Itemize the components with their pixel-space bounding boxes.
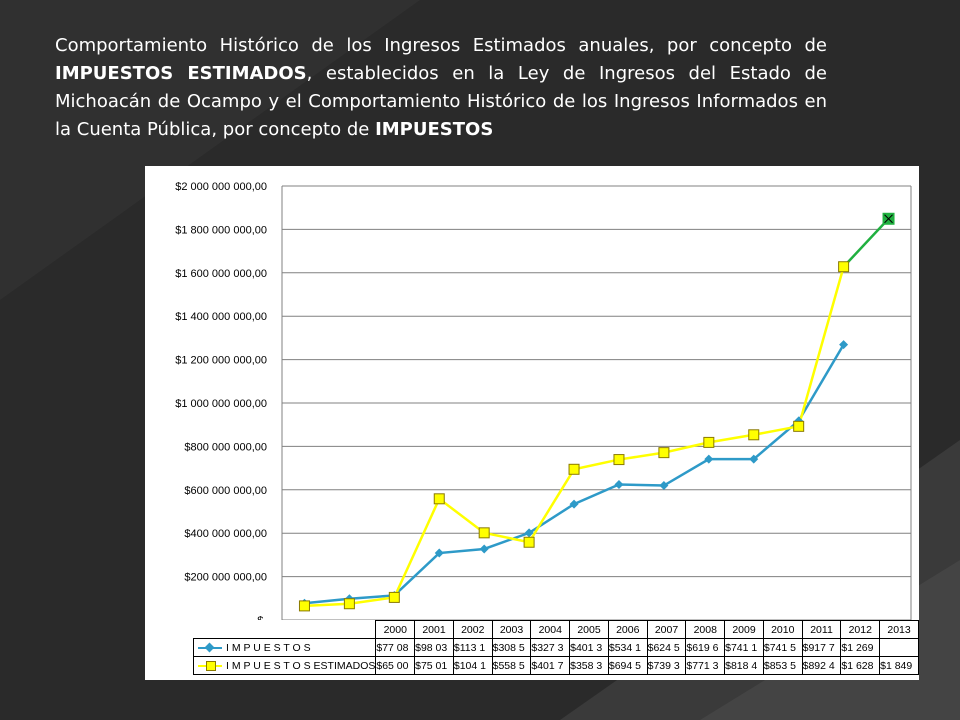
table-year-cell: 2000 [375, 620, 416, 639]
data-point-estimados [658, 447, 670, 459]
y-tick-label: $600 000 000,00 [184, 485, 267, 497]
data-point-impuestos [749, 454, 759, 464]
page-heading: Comportamiento Histórico de los Ingresos… [55, 32, 827, 144]
data-point-estimados [433, 493, 445, 505]
y-tick-label: $2 000 000 000,00 [175, 181, 267, 193]
table-value-cell: $327 3 [530, 638, 571, 657]
table-value-cell: $741 5 [762, 638, 803, 657]
legend-impuestos: I M P U E S T O S [192, 638, 377, 657]
y-tick-label: $1 800 000 000,00 [175, 224, 267, 236]
y-tick-label: $200 000 000,00 [184, 572, 267, 584]
data-point-estimados [838, 261, 850, 273]
table-value-cell: $75 01 [414, 656, 454, 675]
data-point-impuestos [839, 340, 849, 350]
table-year-cell: 2009 [724, 620, 764, 639]
y-tick-label: $400 000 000,00 [184, 528, 267, 540]
data-point-impuestos [524, 528, 534, 538]
table-value-cell [879, 638, 919, 657]
table-year-cell: 2008 [685, 620, 726, 639]
table-value-cell: $1 849 [879, 656, 919, 675]
table-year-cell: 2011 [801, 620, 842, 639]
table-row: I M P U E S T O S ESTIMADOS $65 00 $75 01 $… [192, 656, 919, 675]
table-value-cell: $917 7 [801, 638, 842, 657]
legend-diamond-marker [204, 642, 215, 653]
table-year-cell: 2004 [530, 620, 571, 639]
y-tick-label: $1 600 000 000,00 [175, 268, 267, 280]
table-value-cell: $1 269 [840, 638, 881, 657]
table-year-cell: 2006 [607, 620, 648, 639]
data-point-estimados [748, 429, 760, 441]
y-tick-label: $800 000 000,00 [184, 441, 267, 453]
data-point-estimados [478, 527, 490, 539]
data-point-impuestos [704, 454, 714, 464]
table-value-cell: $771 3 [685, 656, 726, 675]
legend-estimados: I M P U E S T O S ESTIMADOS [192, 656, 377, 675]
table-value-cell: $401 7 [530, 656, 571, 675]
table-value-cell: $65 00 [375, 656, 416, 675]
legend-label: I M P U E S T O S [226, 641, 311, 654]
table-year-cell: 2010 [762, 620, 803, 639]
table-value-cell: $308 5 [491, 638, 532, 657]
y-tick-label: $1 200 000 000,00 [175, 355, 267, 367]
table-corner [194, 621, 376, 639]
legend-square-marker [206, 661, 216, 671]
series-line-estimados-2013-segment [842, 217, 890, 268]
table-row: I M P U E S T O S $77 08 $98 03 $113 1 $308 … [192, 638, 919, 657]
table-value-cell: $358 3 [569, 656, 609, 675]
data-point-estimados [703, 436, 715, 448]
table-value-cell: $113 1 [452, 638, 493, 657]
data-point-estimados [388, 591, 400, 603]
heading-bold-2: IMPUESTOS [375, 119, 494, 140]
data-point-estimados [793, 420, 805, 432]
y-tick-label: $1 000 000 000,00 [175, 398, 267, 410]
data-point-estimados [343, 598, 355, 610]
table-value-cell: $818 4 [724, 656, 764, 675]
table-year-cell: 2003 [491, 620, 532, 639]
y-tick-label: $- [257, 615, 267, 620]
table-header-row: 2000 2001 2002 2003 2004 2005 2006 2007 2008 2009… [194, 620, 919, 639]
data-point-estimados [568, 463, 580, 475]
data-point-estimados [523, 536, 535, 548]
table-value-cell: $853 5 [762, 656, 803, 675]
data-table: 2000 2001 2002 2003 2004 2005 2006 2007 2008 2009… [192, 620, 919, 675]
table-year-cell: 2001 [414, 620, 454, 639]
table-value-cell: $694 5 [607, 656, 648, 675]
table-year-cell: 2007 [646, 620, 687, 639]
table-value-cell: $98 03 [414, 638, 454, 657]
chart-panel: $- $200 000 000,00 $400 000 000,00 $600 000… [145, 166, 919, 680]
table-value-cell: $619 6 [685, 638, 726, 657]
heading-text-1: Comportamiento Histórico de los Ingresos… [55, 35, 827, 56]
table-year-cell: 2013 [879, 620, 919, 639]
table-year-cell: 2012 [840, 620, 881, 639]
table-year-cell: 2005 [569, 620, 609, 639]
table-value-cell: $741 1 [724, 638, 764, 657]
table-value-cell: $534 1 [607, 638, 648, 657]
table-value-cell: $624 5 [646, 638, 687, 657]
line-chart: $- $200 000 000,00 $400 000 000,00 $600 000… [175, 181, 912, 620]
data-point-estimados-cross [884, 214, 893, 224]
y-tick-label: $1 400 000 000,00 [175, 311, 267, 323]
data-point-estimados [613, 454, 625, 466]
series-line-estimados [304, 266, 845, 608]
table-value-cell: $558 5 [491, 656, 532, 675]
table-value-cell: $1 628 [840, 656, 881, 675]
data-point-impuestos [659, 481, 669, 491]
table-value-cell: $401 3 [569, 638, 609, 657]
table-value-cell: $739 3 [646, 656, 687, 675]
data-point-impuestos [569, 499, 579, 509]
legend-label: I M P U E S T O S ESTIMADOS [226, 659, 376, 672]
heading-text-2: , establecidos en la Ley de Ingresos del… [55, 63, 827, 140]
table-year-cell: 2002 [452, 620, 493, 639]
data-point-estimados [298, 600, 310, 612]
data-point-impuestos [614, 479, 624, 489]
table-value-cell: $104 1 [452, 656, 493, 675]
data-point-impuestos [479, 544, 489, 554]
table-value-cell: $77 08 [375, 638, 416, 657]
table-value-cell: $892 4 [801, 656, 842, 675]
data-point-impuestos [434, 548, 444, 558]
heading-bold-1: IMPUESTOS ESTIMADOS [55, 63, 307, 84]
